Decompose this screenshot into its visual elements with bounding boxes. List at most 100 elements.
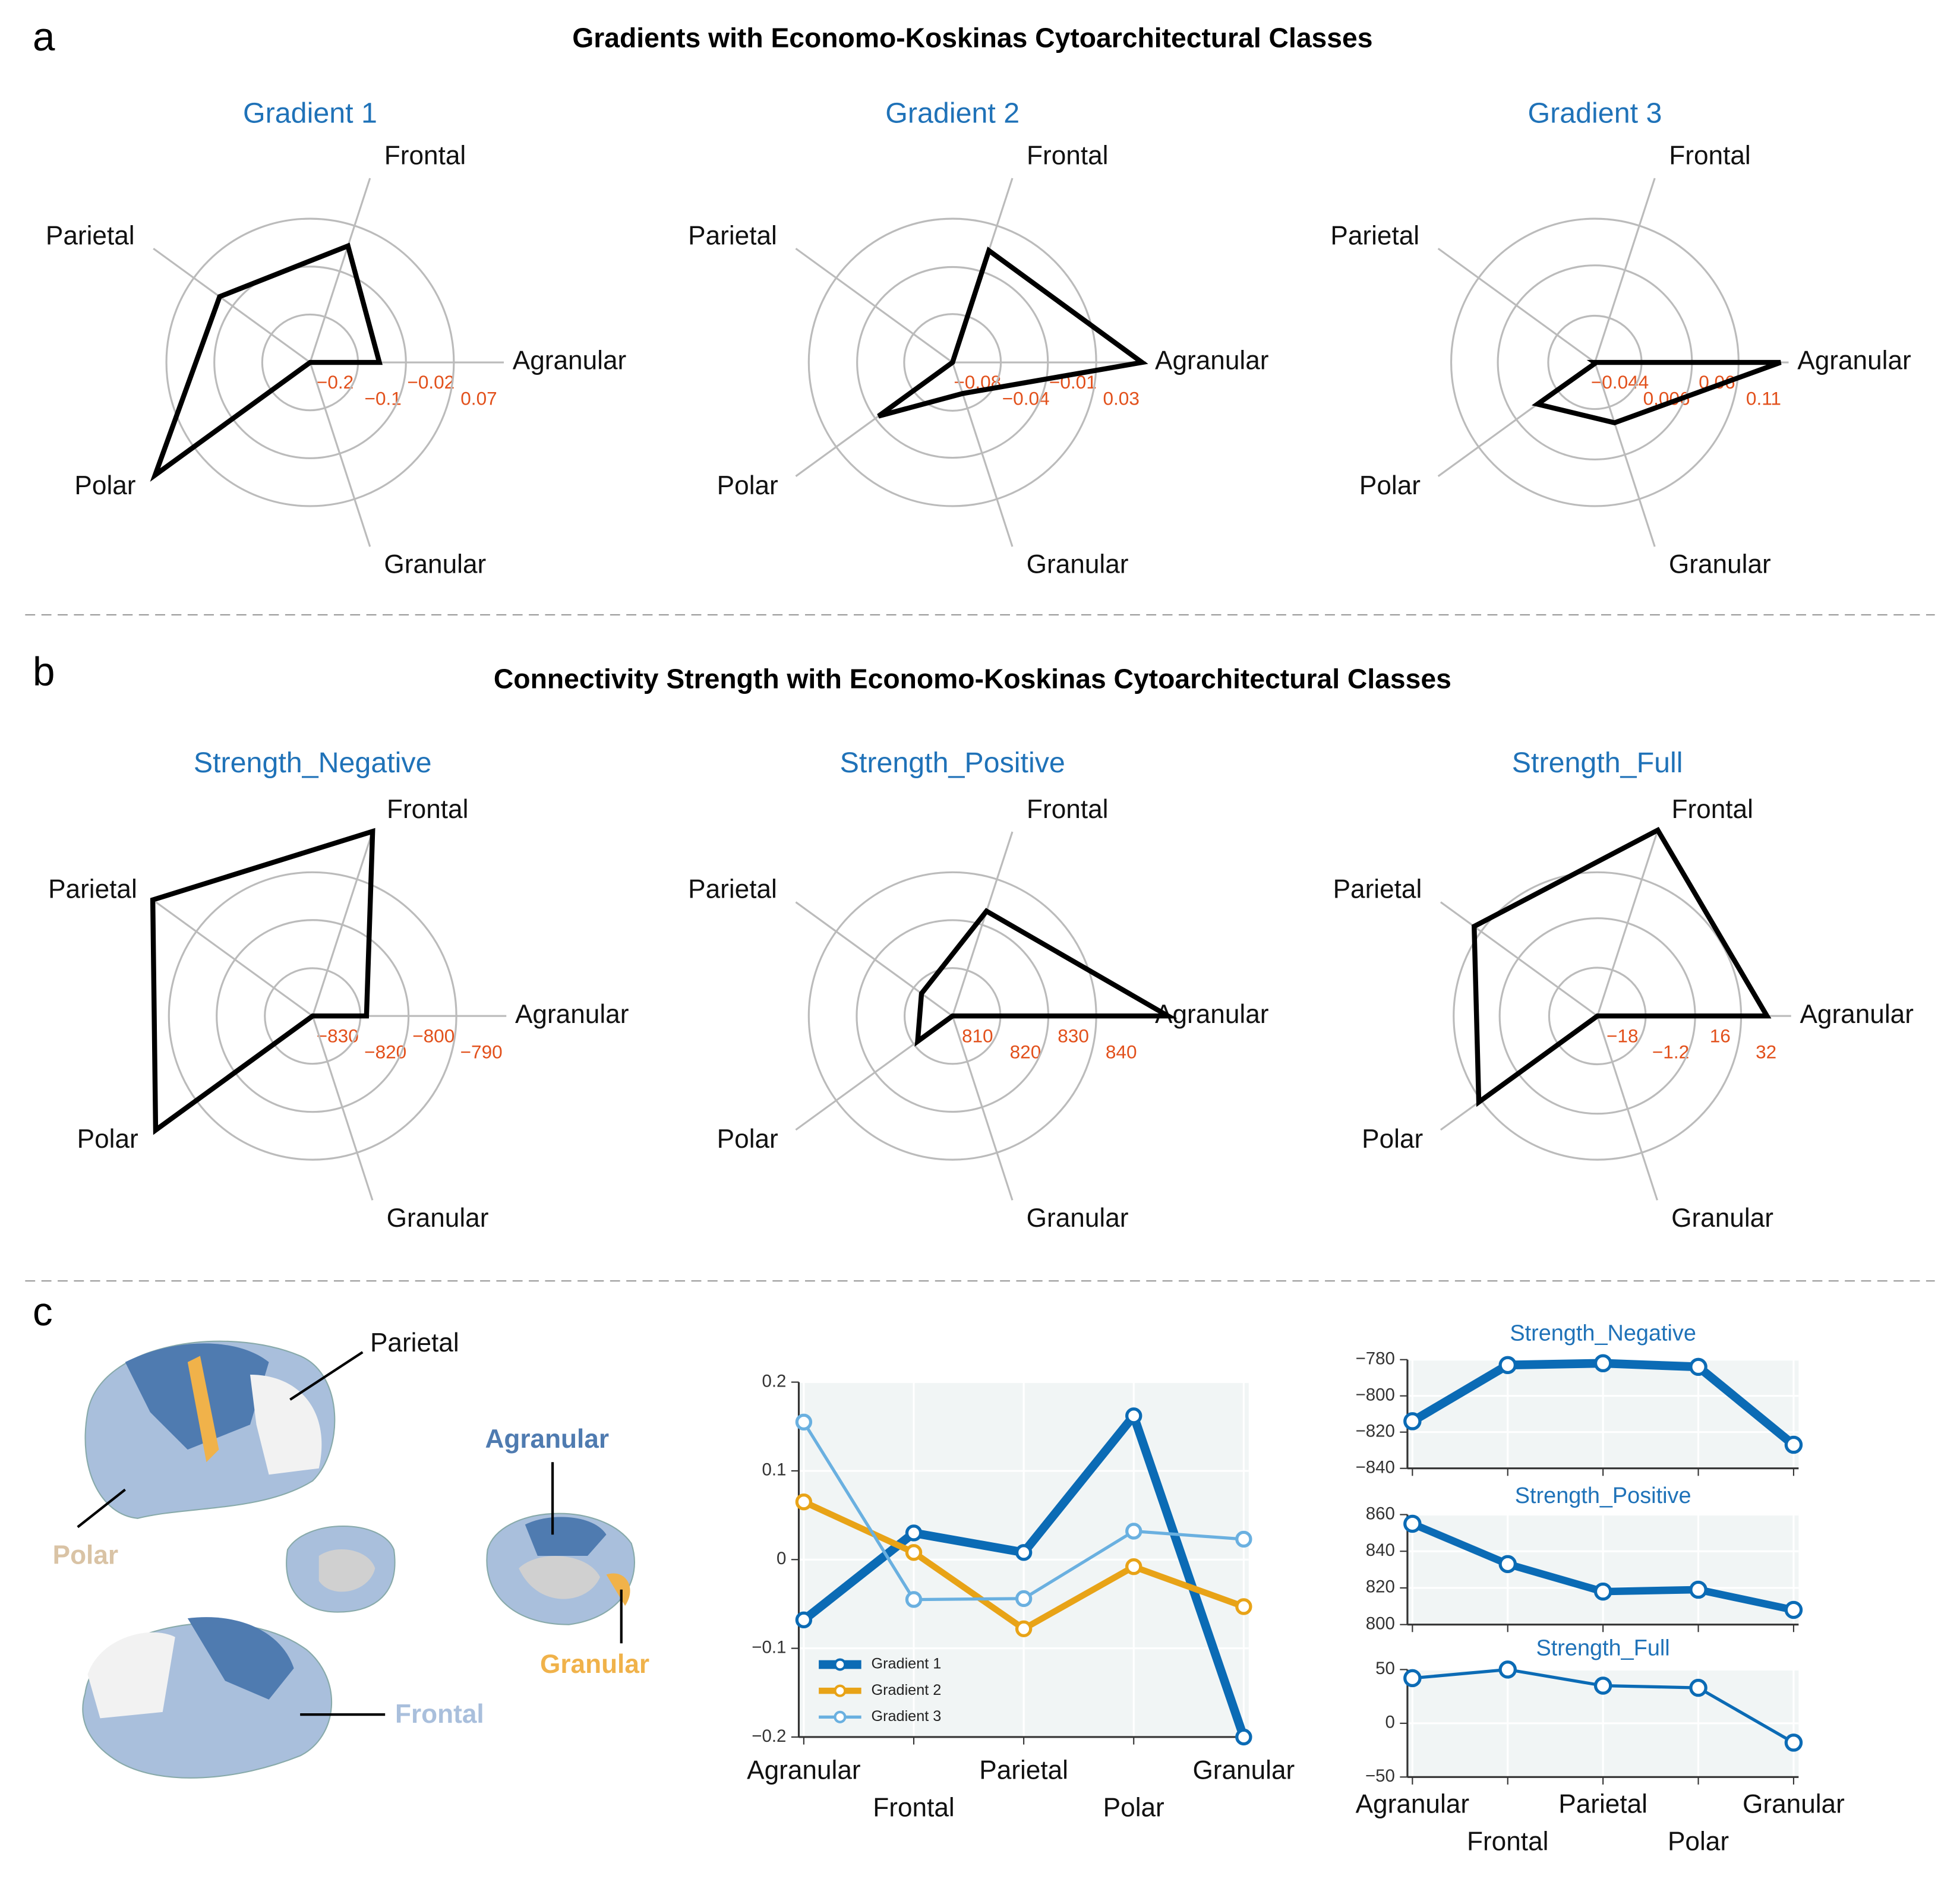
y-tick-label: 0.1 <box>762 1460 787 1480</box>
marker <box>1235 1728 1252 1746</box>
radar-polygon <box>1531 359 1782 426</box>
axis-label: Polar <box>717 471 778 500</box>
r-tick-label: −0.2 <box>317 371 354 393</box>
chart-title: Gradient 2 <box>885 97 1020 129</box>
y-tick-label: 0 <box>1385 1713 1395 1732</box>
radar-polygon <box>150 828 375 1135</box>
marker <box>1403 1412 1422 1431</box>
brain-region <box>525 1517 607 1556</box>
brain-region <box>87 1632 175 1719</box>
marker <box>1593 1676 1612 1695</box>
x-tick-label: Agranular <box>1356 1789 1469 1818</box>
axis-label: Parietal <box>48 875 137 904</box>
r-tick-label: 830 <box>1058 1025 1089 1046</box>
marker <box>795 1413 813 1431</box>
brain-label: Agranular <box>485 1425 609 1454</box>
axis-label: Parietal <box>1333 875 1422 904</box>
y-tick-label: −0.1 <box>752 1637 786 1657</box>
brain-label: Granular <box>540 1650 649 1679</box>
marker <box>1689 1357 1707 1376</box>
axis-label: Agranular <box>1797 346 1911 375</box>
brain-region <box>187 1617 294 1700</box>
marker <box>1015 1544 1033 1561</box>
axis-label: Agranular <box>513 346 626 375</box>
marker <box>1689 1678 1707 1697</box>
chart-title: Gradient 3 <box>1528 97 1662 129</box>
chart-title: Gradient 1 <box>243 97 377 129</box>
y-tick-label: 0.2 <box>762 1371 787 1391</box>
brain-label: Parietal <box>370 1328 459 1357</box>
r-tick-label: 0.03 <box>1103 387 1140 409</box>
axis-label: Frontal <box>1027 795 1108 824</box>
marker <box>905 1524 923 1542</box>
radar-polygon <box>1471 826 1772 1107</box>
x-tick-label: Frontal <box>873 1793 954 1823</box>
axis-label: Granular <box>1671 1204 1773 1233</box>
spoke <box>1437 248 1596 364</box>
brain-region <box>318 1549 375 1592</box>
chart-title: Strength_Positive <box>1515 1483 1691 1508</box>
marker <box>1784 1435 1803 1454</box>
axis-label: Frontal <box>1669 141 1750 170</box>
axis-label: Granular <box>1027 1204 1129 1233</box>
brain-region <box>606 1573 630 1606</box>
axis-label: Granular <box>387 1204 489 1233</box>
marker <box>905 1544 923 1561</box>
legend-marker <box>834 1658 847 1671</box>
marker <box>905 1591 923 1608</box>
spoke <box>311 1015 374 1201</box>
spoke <box>1593 362 1656 547</box>
chart-title: Strength_Full <box>1536 1636 1670 1661</box>
axis-label: Polar <box>717 1125 778 1154</box>
marker <box>1593 1354 1612 1373</box>
r-tick-label: −18 <box>1606 1025 1639 1046</box>
axis-label: Polar <box>1359 471 1421 500</box>
axis-label: Parietal <box>1330 221 1419 250</box>
marker <box>1125 1558 1142 1575</box>
marker <box>1689 1580 1707 1599</box>
r-tick-label: 0.11 <box>1746 387 1781 409</box>
axis-label: Granular <box>384 550 486 579</box>
x-tick-label: Granular <box>1743 1789 1845 1818</box>
marker <box>1235 1530 1252 1548</box>
y-tick-label: −50 <box>1365 1766 1395 1786</box>
marker <box>1498 1660 1517 1679</box>
x-tick-label: Agranular <box>747 1756 860 1785</box>
x-tick-label: Polar <box>1668 1827 1729 1856</box>
radar-polygon <box>877 246 1148 419</box>
y-tick-label: −800 <box>1356 1385 1395 1404</box>
section-title: Connectivity Strength with Economo-Koski… <box>494 664 1451 694</box>
axis-label: Frontal <box>387 795 468 824</box>
axis-label: Granular <box>1669 550 1771 579</box>
r-tick-label: −1.2 <box>1652 1041 1689 1063</box>
spoke <box>1596 831 1658 1016</box>
x-tick-label: Granular <box>1192 1756 1295 1785</box>
y-tick-label: −0.2 <box>752 1726 786 1746</box>
spoke <box>795 901 954 1017</box>
axis-label: Agranular <box>1155 1000 1268 1029</box>
axis-label: Frontal <box>1027 141 1108 170</box>
panel-label: a <box>33 15 55 59</box>
panel-label: c <box>33 1290 53 1334</box>
brain-label: Polar <box>53 1541 118 1570</box>
x-tick-label: Parietal <box>979 1756 1068 1785</box>
r-tick-label: 810 <box>962 1025 993 1046</box>
y-tick-label: −820 <box>1356 1421 1395 1441</box>
spoke <box>309 178 371 363</box>
axis-label: Polar <box>74 471 135 500</box>
axis-label: Polar <box>1362 1125 1423 1154</box>
r-tick-label: −820 <box>364 1041 406 1063</box>
spoke <box>153 248 311 364</box>
r-tick-label: −800 <box>412 1025 455 1046</box>
marker <box>1593 1582 1612 1601</box>
marker <box>1015 1620 1033 1637</box>
brain-region <box>519 1556 601 1599</box>
axis-label: Agranular <box>1800 1000 1913 1029</box>
legend-marker <box>834 1710 847 1723</box>
marker <box>1403 1514 1422 1533</box>
section-title: Gradients with Economo-Koskinas Cytoarch… <box>572 23 1372 53</box>
y-tick-label: 50 <box>1375 1659 1395 1678</box>
legend-label: Gradient 1 <box>871 1656 941 1672</box>
radar-polygon <box>150 242 383 482</box>
